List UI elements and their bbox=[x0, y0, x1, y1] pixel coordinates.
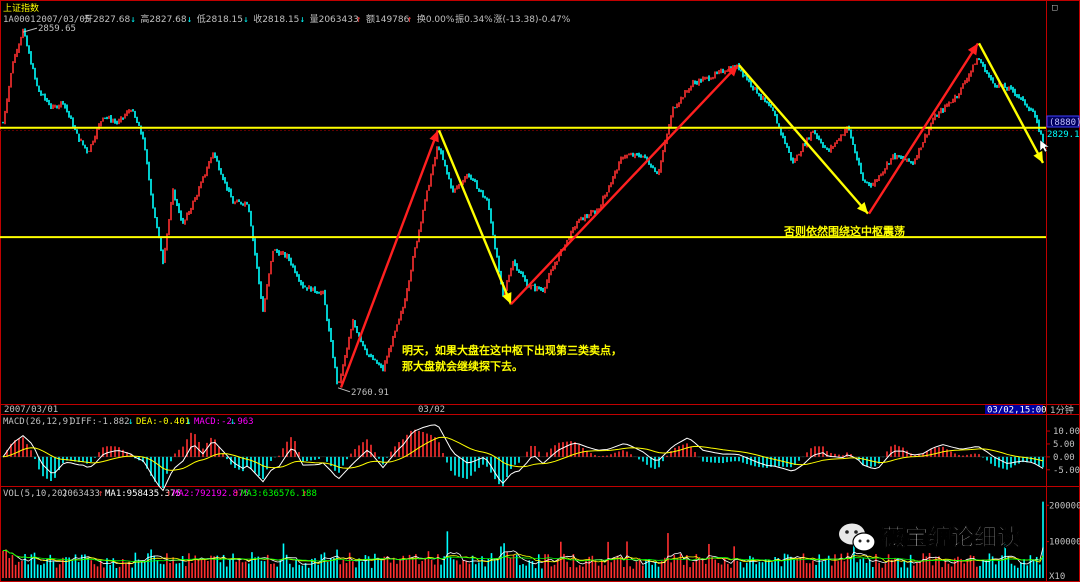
high-label-leader bbox=[22, 27, 38, 33]
header-stat-arrow-2: ↓ bbox=[243, 15, 248, 25]
macd-dea-line bbox=[2, 436, 1044, 471]
header-stat-arrow-5: ↑ bbox=[407, 15, 412, 25]
trend-arrow-head-2 bbox=[726, 65, 738, 77]
last-price-value: 2829.11 bbox=[1047, 130, 1080, 140]
period-label[interactable]: 1分钟 bbox=[1050, 404, 1074, 416]
vol-title: VOL(5,10,20) bbox=[3, 489, 68, 499]
macd-histogram bbox=[6, 429, 1044, 488]
trend-arrow-shaft-0 bbox=[339, 129, 440, 388]
trend-arrow-shaft-1 bbox=[437, 129, 513, 305]
macd-dea-arrow: ↓ bbox=[186, 417, 191, 427]
header-stat-arrow-1: ↓ bbox=[187, 15, 192, 25]
last-price-box-text: (8880) bbox=[1049, 118, 1080, 128]
macd-diff: DIFF:-1.882 bbox=[70, 417, 130, 427]
low-label: 2760.91 bbox=[337, 387, 389, 398]
price-bars bbox=[2, 28, 1044, 385]
vol-tick-0: 200000 bbox=[1049, 501, 1080, 511]
trend-arrow-shaft-4 bbox=[867, 42, 980, 215]
vol-axis-ticks: 200000 100000 bbox=[1046, 501, 1080, 548]
vol-value-arrow: ↑ bbox=[98, 489, 103, 499]
high-label: 2859.65 bbox=[22, 24, 76, 34]
time-axis-start: 2007/03/01 bbox=[4, 405, 58, 415]
macd-tick-1: 5.00 bbox=[1053, 440, 1075, 450]
trend-arrows bbox=[339, 42, 1045, 388]
trend-arrow-head-3 bbox=[857, 202, 868, 214]
macd-title: MACD(26,12,9) bbox=[3, 417, 73, 427]
trend-arrow-head-1 bbox=[502, 292, 512, 305]
stock-code: 1A0001 bbox=[3, 15, 36, 25]
vol-ma3-line bbox=[2, 549, 1044, 563]
macd-axis-ticks: 10.00 5.00 0.00 -5.00 bbox=[1046, 427, 1080, 476]
trend-arrow-head-5 bbox=[1033, 150, 1043, 163]
vol-tick-1: 100000 bbox=[1049, 538, 1080, 548]
last-price-box bbox=[1046, 115, 1080, 128]
header-date: 2007/03/05 bbox=[36, 15, 90, 25]
macd-tick-3: -5.00 bbox=[1053, 466, 1080, 476]
vol-header: VOL(5,10,20) 2063433 ↑ MA1:958435.375 ↑ … bbox=[3, 489, 317, 499]
header-stat-2: 低2818.15 bbox=[197, 13, 243, 25]
vol-ma2-line bbox=[2, 549, 1044, 564]
vol-ma1-arrow: ↑ bbox=[166, 489, 171, 499]
time-cursor-text: 03/02,15:00 bbox=[987, 406, 1047, 416]
vol-ma2-arrow: ↑ bbox=[234, 489, 239, 499]
header-stat-arrow-3: ↓ bbox=[300, 15, 305, 25]
header-stat-4: 量2063433 bbox=[310, 14, 359, 25]
time-cursor-box bbox=[985, 405, 1043, 414]
trend-arrow-shaft-5 bbox=[977, 42, 1045, 164]
header-stat-7: 振0.34% bbox=[455, 13, 493, 25]
high-label-text: 2859.65 bbox=[38, 24, 76, 34]
trend-arrow-shaft-3 bbox=[738, 64, 869, 215]
header-stat-0: 开2827.68 bbox=[84, 14, 130, 25]
annotation-third-sell-line1: 明天，如果大盘在这中枢下出现第三类卖点， bbox=[402, 343, 622, 357]
vol-unit: X10 bbox=[1049, 572, 1065, 582]
header-stat-arrow-4: ↑ bbox=[356, 15, 361, 25]
macd-value-arrow: ↓ bbox=[230, 417, 235, 427]
header-stat-arrow-0: ↓ bbox=[130, 15, 135, 25]
annotation-oscillate: 否则依然围绕这中枢震荡 bbox=[783, 224, 905, 238]
header-stat-5: 额149786 bbox=[366, 13, 410, 25]
macd-tick-0: 10.00 bbox=[1053, 427, 1080, 437]
vol-ma3: MA3:636576.188 bbox=[241, 489, 317, 499]
macd-dea: DEA:-0.401 bbox=[136, 417, 190, 427]
header-stat-1: 高2827.68 bbox=[140, 13, 186, 25]
header-stat-3: 收2818.15 bbox=[253, 13, 299, 25]
watermark-text: 薇宝缠论细读 bbox=[881, 524, 1020, 551]
vol-ma2: MA2:792192.875 bbox=[173, 489, 249, 499]
header-stat-8: 涨(-13.38)-0.47% bbox=[493, 14, 570, 25]
macd-diff-arrow: ↓ bbox=[128, 417, 133, 427]
vol-ma3-arrow: ↑ bbox=[302, 489, 307, 499]
header-stats: 开2827.68 ↓ 高2827.68 ↓ 低2818.15 ↓ 收2818.15 ↓ 量206… bbox=[84, 13, 571, 25]
cursor-icon bbox=[1039, 139, 1050, 153]
vol-ma1: MA1:958435.375 bbox=[105, 489, 181, 499]
macd-tick-2: 0.00 bbox=[1053, 453, 1075, 463]
trend-arrow-shaft-2 bbox=[510, 64, 739, 306]
app-title: 上证指数 bbox=[3, 2, 39, 14]
header-stat-6: 换0.00% bbox=[417, 13, 455, 25]
watermark: 薇宝缠论细读 bbox=[839, 523, 1020, 552]
low-label-text: 2760.91 bbox=[351, 388, 389, 398]
vol-bars bbox=[2, 501, 1044, 578]
macd-header: MACD(26,12,9) DIFF:-1.882 ↓ DEA:-0.401 ↓… bbox=[3, 417, 254, 427]
trend-arrow-head-0 bbox=[429, 130, 439, 143]
low-label-leader bbox=[337, 387, 351, 393]
header-corner-icon: □ bbox=[1052, 3, 1058, 13]
wechat-icon bbox=[839, 523, 876, 552]
trend-arrow-head-4 bbox=[967, 43, 978, 56]
time-axis-mid: 03/02 bbox=[418, 405, 445, 415]
annotation-third-sell-line2: 那大盘就会继续探下去。 bbox=[402, 359, 523, 373]
vol-value: 2063433 bbox=[62, 489, 100, 499]
macd-value: MACD:-2.963 bbox=[194, 417, 254, 427]
